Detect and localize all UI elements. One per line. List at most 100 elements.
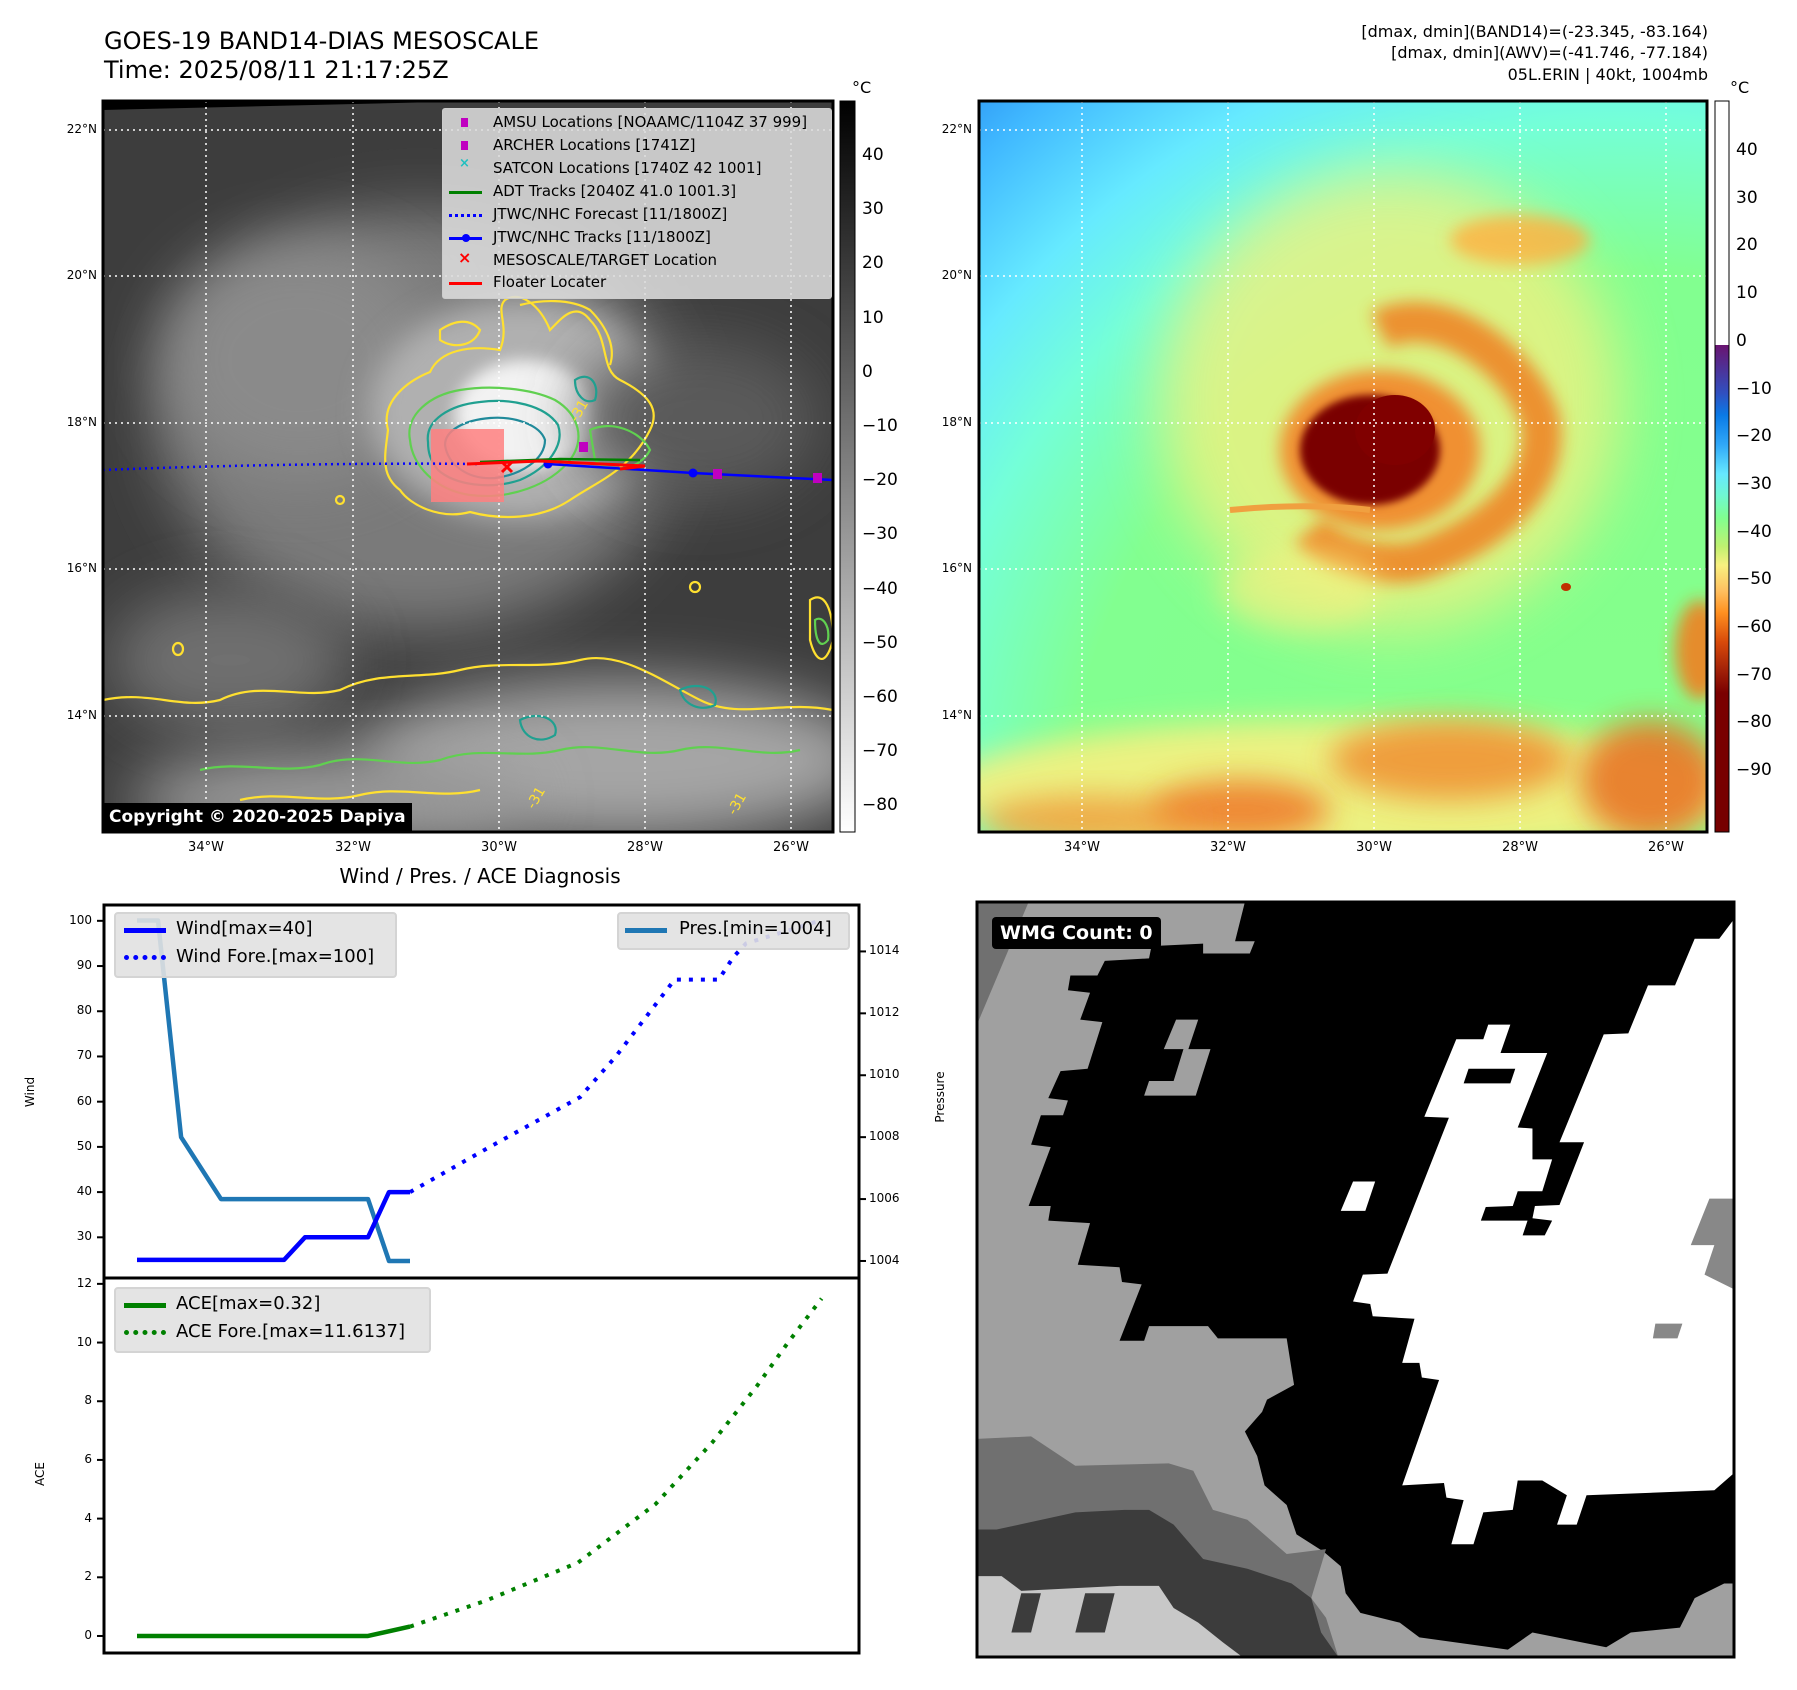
band14-map xyxy=(103,101,833,832)
band14-colorbar-tick: −40 xyxy=(862,578,898,599)
awv-range: [dmax, dmin](AWV)=(-41.746, -77.184) xyxy=(1391,43,1708,62)
mesoscale-target-box xyxy=(431,429,504,502)
wind-line-icon xyxy=(124,928,166,933)
band14-colorbar-tick: 30 xyxy=(862,199,884,220)
band14-colorbar-tick: −10 xyxy=(862,416,898,436)
awv-colorbar-tick: 40 xyxy=(1736,140,1758,160)
ace-tick-label: 4 xyxy=(84,1510,92,1525)
awv-colorbar-tick: −60 xyxy=(1736,617,1772,637)
wind-tick-label: 50 xyxy=(76,1138,92,1153)
storm-info: 05L.ERIN | 40kt, 1004mb xyxy=(1507,65,1708,84)
map2-gridlines xyxy=(979,101,1707,832)
band14-colorbar-tick: −50 xyxy=(862,632,898,653)
ace-tick-label: 2 xyxy=(84,1569,92,1584)
forecast-dotted-icon xyxy=(449,214,482,217)
legend-adt: ADT Tracks [2040Z 41.0 1001.3] xyxy=(493,182,737,200)
wind-tick-label: 70 xyxy=(76,1048,92,1063)
band14-colorbar-tick: −20 xyxy=(862,470,898,491)
legend-jtwc-tracks: JTWC/NHC Tracks [11/1800Z] xyxy=(493,228,711,246)
awv-map xyxy=(979,101,1707,832)
pressure-legend: Pres.[min=1004] xyxy=(617,912,850,950)
archer-location-marker xyxy=(579,442,588,452)
wind-legend: Wind[max=40] Wind Fore.[max=100] xyxy=(114,912,397,978)
band14-colorbar-tick: 20 xyxy=(862,253,884,274)
band14-colorbar-unit: °C xyxy=(852,78,872,97)
ace-legend: ACE[max=0.32] ACE Fore.[max=11.6137] xyxy=(114,1287,431,1353)
awv-colorbar-tick: 10 xyxy=(1736,283,1758,304)
map2-lon-label: 34°W xyxy=(1064,840,1100,855)
pressure-line-icon xyxy=(625,928,667,933)
ace-line-icon xyxy=(124,1303,166,1308)
wmg-panel xyxy=(977,902,1734,1657)
pressure-axis-label: Pressure xyxy=(933,1071,947,1123)
pressure-tick-label: 1014 xyxy=(869,943,900,958)
awv-colorbar-tick: −40 xyxy=(1736,521,1772,542)
wind-forecast-line xyxy=(409,918,821,1194)
mesoscale-target-marker xyxy=(500,460,514,474)
awv-colorbar xyxy=(1714,100,1730,833)
awv-colorbar-unit: °C xyxy=(1730,78,1750,97)
awv-colorbar-tick: −50 xyxy=(1736,569,1772,590)
wmg-frame xyxy=(975,900,1736,1659)
pressure-tick-label: 1006 xyxy=(869,1191,900,1206)
map1-lon-label: 32°W xyxy=(335,840,371,855)
pressure-tick-label: 1012 xyxy=(869,1005,900,1020)
legend-wind: Wind[max=40] xyxy=(176,918,313,939)
awv-colorbar-tick: −80 xyxy=(1736,712,1772,733)
awv-colorbar-tick: −90 xyxy=(1736,760,1772,781)
band14-colorbar xyxy=(839,100,856,833)
map1-lon-label: 26°W xyxy=(773,840,809,855)
ace-line xyxy=(137,1624,411,1639)
legend-pressure: Pres.[min=1004] xyxy=(679,918,832,939)
wind-tick-label: 30 xyxy=(76,1229,92,1244)
map2-lat-label: 18°N xyxy=(941,415,972,429)
map2-lat-label: 20°N xyxy=(941,268,972,282)
wind-tick-label: 100 xyxy=(69,912,92,927)
ace-forecast-line xyxy=(409,1297,824,1629)
map2-lon-label: 32°W xyxy=(1210,840,1246,855)
wind-tick-label: 60 xyxy=(76,1093,92,1108)
archer-legend-marker-icon xyxy=(461,141,468,150)
adt-line-icon xyxy=(449,191,482,194)
map1-lon-label: 28°W xyxy=(627,840,663,855)
target-x-icon: × xyxy=(458,248,472,267)
map1-lat-label: 18°N xyxy=(66,415,97,429)
legend-ace: ACE[max=0.32] xyxy=(176,1293,321,1314)
legend-archer: ARCHER Locations [1741Z] xyxy=(493,136,696,154)
legend-floater-locater: Floater Locater xyxy=(493,273,607,291)
track-dot-icon xyxy=(462,234,470,242)
satcon-x-icon: × xyxy=(459,156,470,171)
awv-colorbar-tick: −70 xyxy=(1736,664,1772,685)
jtwc-track-point xyxy=(688,468,698,478)
legend-satcon: SATCON Locations [1740Z 42 1001] xyxy=(493,159,762,177)
wind-tick-label: 80 xyxy=(76,1003,92,1018)
ace-tick-label: 6 xyxy=(84,1451,92,1466)
wind-tick-label: 90 xyxy=(76,958,92,973)
awv-colorbar-tick: −20 xyxy=(1736,426,1772,447)
wmg-count-badge: WMG Count: 0 xyxy=(992,917,1161,949)
band14-colorbar-tick: −70 xyxy=(862,741,898,762)
amsu-location-marker xyxy=(813,473,822,483)
ace-tick-label: 10 xyxy=(76,1334,92,1349)
ace-tick-label: 12 xyxy=(76,1275,92,1290)
map1-lat-label: 20°N xyxy=(66,268,97,282)
legend-wind-forecast: Wind Fore.[max=100] xyxy=(176,946,375,967)
band14-colorbar-tick: 40 xyxy=(862,145,884,165)
map2-lat-label: 14°N xyxy=(941,708,972,722)
map2-lat-label: 16°N xyxy=(941,561,972,575)
map1-lat-label: 14°N xyxy=(66,708,97,722)
map1-frame xyxy=(101,99,835,834)
awv-colorbar-tick: 30 xyxy=(1736,187,1758,208)
amsu-legend-marker-icon xyxy=(461,118,468,127)
map1-lat-label: 22°N xyxy=(66,122,97,136)
map2-lat-label: 22°N xyxy=(941,122,972,136)
chart-title: Wind / Pres. / ACE Diagnosis xyxy=(339,864,621,888)
awv-colorbar-tick: −10 xyxy=(1736,378,1772,399)
floater-line-icon xyxy=(449,282,482,285)
product-title: GOES-19 BAND14-DIAS MESOSCALE xyxy=(104,27,540,55)
map1-lon-label: 34°W xyxy=(188,840,224,855)
map2-frame xyxy=(977,99,1709,834)
legend-jtwc-forecast: JTWC/NHC Forecast [11/1800Z] xyxy=(493,205,728,223)
map2-lon-label: 28°W xyxy=(1502,840,1538,855)
wind-tick-label: 40 xyxy=(76,1184,92,1199)
